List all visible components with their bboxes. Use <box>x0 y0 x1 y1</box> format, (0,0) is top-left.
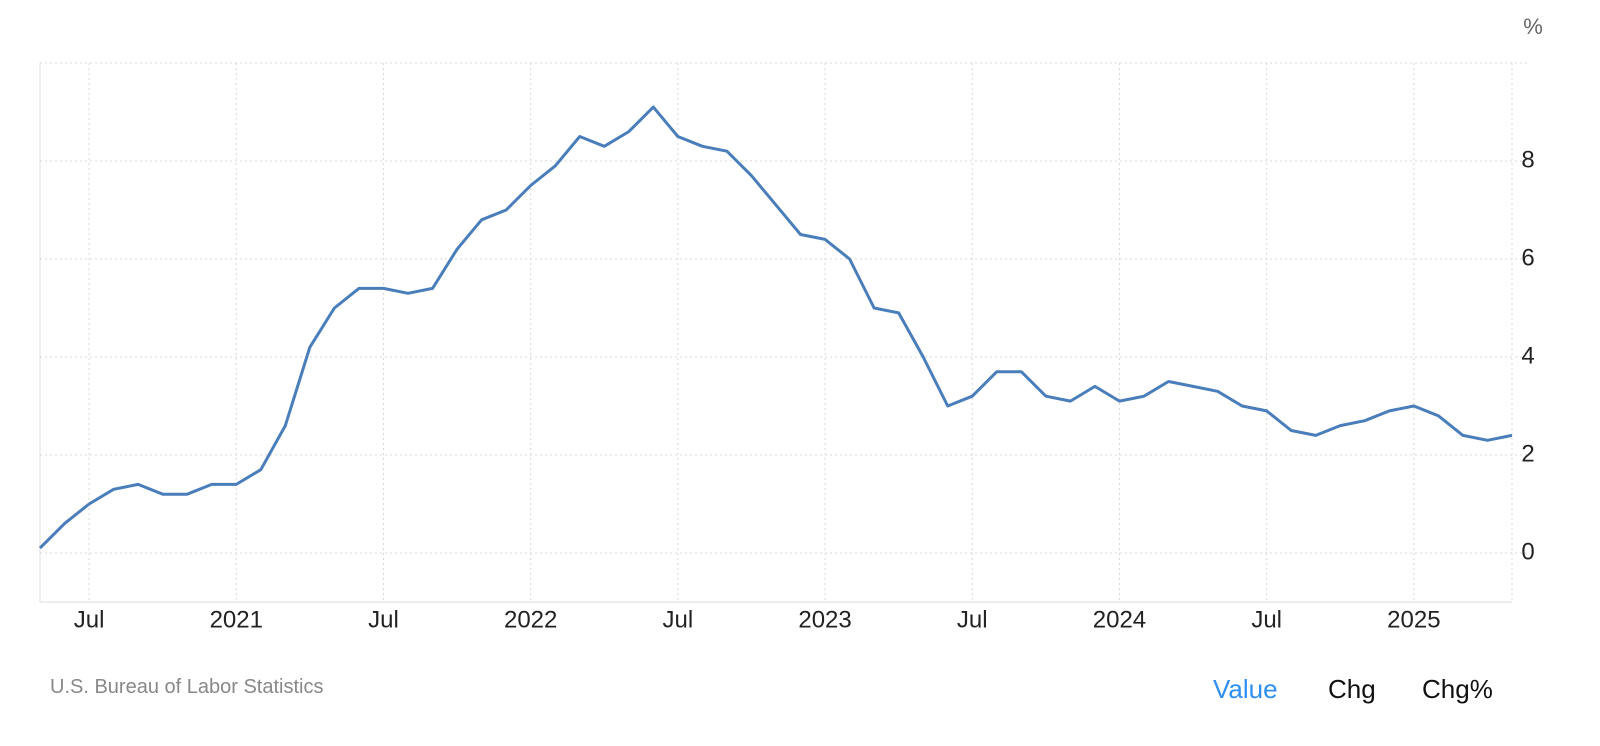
x-tick-label: Jul <box>74 606 105 633</box>
x-tick-label: Jul <box>1251 606 1282 633</box>
x-tick-label: 2025 <box>1387 606 1440 633</box>
chart: % 0 2 4 6 8 Jul 2021 Jul 2022 Jul 2023 Jul 2024 Jul 20… <box>38 14 1543 633</box>
x-tick-label: Jul <box>663 606 694 633</box>
x-tick-label: 2023 <box>798 606 851 633</box>
x-tick-label: 2024 <box>1093 606 1146 633</box>
y-tick-label: 2 <box>1521 440 1534 467</box>
value-button[interactable]: Value <box>1213 674 1278 704</box>
x-tick-label: 2022 <box>504 606 557 633</box>
data-line <box>38 105 1513 550</box>
x-tick-label: Jul <box>368 606 399 633</box>
source: U.S. Bureau of Labor Statistics <box>50 676 324 698</box>
x-tick-label: 2021 <box>210 606 263 633</box>
chg-pct-button[interactable]: Chg% <box>1422 674 1493 704</box>
unit-label: % <box>1523 14 1543 39</box>
x-tick-label: Jul <box>957 606 988 633</box>
y-tick-label: 0 <box>1521 538 1534 565</box>
y-tick-label: 8 <box>1521 146 1534 173</box>
y-tick-label: 4 <box>1521 342 1534 369</box>
chg-button[interactable]: Chg <box>1328 674 1376 704</box>
y-tick-label: 6 <box>1521 244 1534 271</box>
